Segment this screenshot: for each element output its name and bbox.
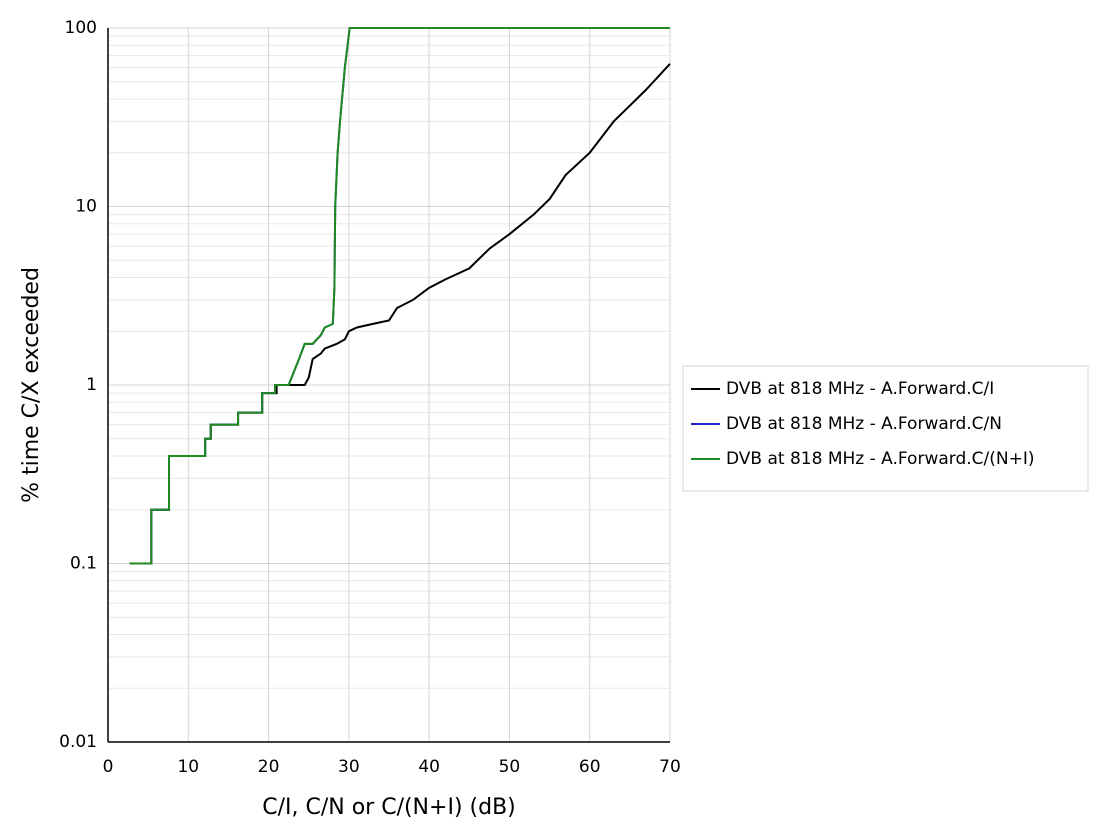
y-axis-title: % time C/X exceeded xyxy=(19,267,44,503)
y-tick-label: 1 xyxy=(86,375,97,395)
x-tick-label: 20 xyxy=(258,757,280,777)
x-tick-label: 70 xyxy=(659,757,681,777)
legend-label: DVB at 818 MHz - A.Forward.C/I xyxy=(726,379,994,399)
series-line xyxy=(129,63,671,565)
x-tick-label: 40 xyxy=(418,757,440,777)
x-tick-label: 30 xyxy=(338,757,360,777)
x-axis-title: C/I, C/N or C/(N+I) (dB) xyxy=(262,795,516,820)
y-tick-label: 0.01 xyxy=(59,732,97,752)
y-tick-label: 100 xyxy=(65,18,97,38)
legend-box xyxy=(682,365,1089,492)
series-line xyxy=(129,27,670,565)
legend-label: DVB at 818 MHz - A.Forward.C/(N+I) xyxy=(726,449,1034,469)
y-tick-label: 10 xyxy=(75,197,97,217)
x-tick-label: 0 xyxy=(103,757,114,777)
legend: DVB at 818 MHz - A.Forward.C/I DVB at 818… xyxy=(682,365,1089,492)
legend-label: DVB at 818 MHz - A.Forward.C/N xyxy=(726,414,1002,434)
x-tick-label: 50 xyxy=(499,757,521,777)
y-tick-label: 0.1 xyxy=(70,554,97,574)
x-tick-label: 10 xyxy=(177,757,199,777)
series-line xyxy=(129,27,670,565)
x-tick-label: 60 xyxy=(579,757,601,777)
